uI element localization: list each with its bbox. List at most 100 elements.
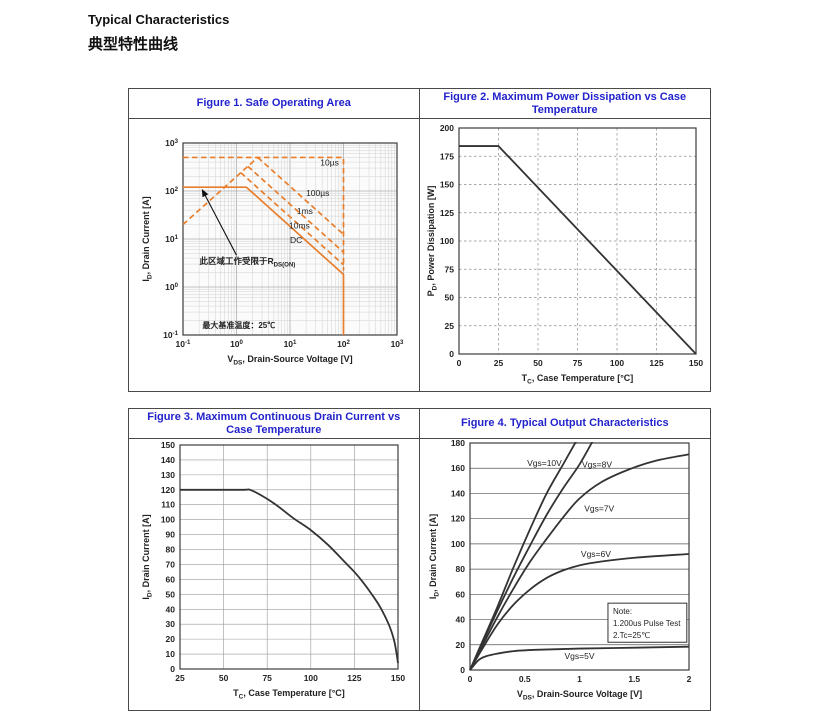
- svg-text:Vgs=6V: Vgs=6V: [580, 549, 610, 559]
- svg-text:200: 200: [439, 123, 453, 133]
- figure2-title: Figure 2. Maximum Power Dissipation vs C…: [419, 89, 710, 119]
- svg-text:100: 100: [165, 282, 178, 292]
- svg-text:40: 40: [455, 615, 465, 625]
- figure-grid-top: Figure 1. Safe Operating Area Figure 2. …: [128, 88, 711, 392]
- svg-text:70: 70: [166, 559, 176, 569]
- svg-text:50: 50: [444, 293, 454, 303]
- svg-text:120: 120: [450, 514, 464, 524]
- svg-text:90: 90: [166, 530, 176, 540]
- svg-text:125: 125: [439, 208, 453, 218]
- figure3-title: Figure 3. Maximum Continuous Drain Curre…: [129, 409, 420, 439]
- figure3-panel: 25 50 75 100 125 150 0 10 20 30 40 50 60 70 80 90 100 110…: [129, 439, 420, 710]
- svg-text:150: 150: [688, 358, 702, 368]
- section-title-zh: 典型特性曲线: [88, 36, 179, 53]
- svg-text:10-1: 10-1: [163, 330, 179, 340]
- svg-text:102: 102: [165, 186, 178, 196]
- svg-text:2.Tc=25℃: 2.Tc=25℃: [612, 631, 649, 640]
- svg-text:VDS, Drain-Source Voltage [V]: VDS, Drain-Source Voltage [V]: [227, 354, 352, 366]
- svg-text:100: 100: [439, 236, 453, 246]
- svg-text:Vgs=7V: Vgs=7V: [584, 504, 614, 514]
- svg-text:80: 80: [166, 545, 176, 555]
- svg-text:20: 20: [455, 640, 465, 650]
- svg-text:Note:: Note:: [612, 607, 631, 616]
- svg-text:10-1: 10-1: [176, 339, 192, 349]
- svg-text:60: 60: [455, 589, 465, 599]
- svg-text:80: 80: [455, 564, 465, 574]
- svg-text:75: 75: [572, 358, 582, 368]
- section-title-en: Typical Characteristics: [88, 12, 230, 27]
- svg-text:0: 0: [170, 664, 175, 674]
- figure1-soa-chart: 10-1 100 101 102 103 10-1 100 101 102 103 VDS, Dra…: [141, 138, 404, 367]
- svg-text:20: 20: [166, 634, 176, 644]
- svg-text:0: 0: [460, 665, 465, 675]
- figure3-drain-current-chart: 25 50 75 100 125 150 0 10 20 30 40 50 60 70 80 90 100 110…: [141, 440, 405, 700]
- svg-text:180: 180: [450, 439, 464, 448]
- svg-text:125: 125: [649, 358, 663, 368]
- svg-text:DC: DC: [290, 235, 302, 245]
- svg-text:150: 150: [391, 673, 405, 683]
- svg-text:150: 150: [439, 180, 453, 190]
- svg-text:101: 101: [284, 339, 297, 349]
- svg-text:120: 120: [161, 485, 175, 495]
- svg-text:Vgs=8V: Vgs=8V: [582, 459, 612, 469]
- svg-text:50: 50: [166, 589, 176, 599]
- svg-text:TC, Case Temperature [°C]: TC, Case Temperature [°C]: [233, 688, 345, 700]
- figure1-panel: 10-1 100 101 102 103 10-1 100 101 102 103 VDS, Dra…: [129, 119, 420, 391]
- svg-text:100µs: 100µs: [306, 188, 329, 198]
- svg-text:130: 130: [161, 470, 175, 480]
- figure2-panel: 0 25 50 75 100 125 150 0 25 50 75 100 125 150 175 200 TC…: [420, 119, 711, 391]
- svg-text:140: 140: [450, 488, 464, 498]
- figure4-panel: 0 0.5 1 1.5 2 0 20 40 60 80 100 120 140 160 180 VDS, Dr…: [420, 439, 711, 710]
- svg-text:100: 100: [161, 515, 175, 525]
- svg-text:110: 110: [161, 500, 175, 510]
- svg-text:0: 0: [456, 358, 461, 368]
- svg-text:TC, Case Temperature [°C]: TC, Case Temperature [°C]: [521, 373, 633, 385]
- svg-text:100: 100: [450, 539, 464, 549]
- svg-text:30: 30: [166, 619, 176, 629]
- svg-text:150: 150: [161, 440, 175, 450]
- svg-text:0: 0: [467, 674, 472, 684]
- svg-text:75: 75: [262, 673, 272, 683]
- svg-text:ID, Drain Current [A]: ID, Drain Current [A]: [141, 196, 153, 281]
- svg-text:75: 75: [444, 264, 454, 274]
- svg-text:VDS, Drain-Source Voltage [V]: VDS, Drain-Source Voltage [V]: [516, 689, 641, 701]
- svg-text:Vgs=5V: Vgs=5V: [564, 651, 594, 661]
- svg-text:ID, Drain Current [A]: ID, Drain Current [A]: [141, 514, 153, 599]
- svg-text:ID, Drain Current [A]: ID, Drain Current [A]: [428, 514, 440, 599]
- svg-text:0.5: 0.5: [518, 674, 530, 684]
- svg-text:60: 60: [166, 574, 176, 584]
- svg-text:102: 102: [337, 339, 350, 349]
- svg-text:175: 175: [439, 151, 453, 161]
- svg-text:10: 10: [166, 649, 176, 659]
- svg-text:25: 25: [175, 673, 185, 683]
- svg-text:160: 160: [450, 463, 464, 473]
- svg-text:100: 100: [304, 673, 318, 683]
- svg-text:40: 40: [166, 604, 176, 614]
- svg-text:125: 125: [347, 673, 361, 683]
- svg-text:140: 140: [161, 455, 175, 465]
- svg-text:此区域工作受限于RDS(ON): 此区域工作受限于RDS(ON): [199, 256, 295, 268]
- svg-text:103: 103: [391, 339, 404, 349]
- svg-text:50: 50: [219, 673, 229, 683]
- svg-text:101: 101: [165, 234, 178, 244]
- svg-text:PD, Power Dissipation [W]: PD, Power Dissipation [W]: [426, 186, 438, 297]
- figure2-power-dissipation-chart: 0 25 50 75 100 125 150 0 25 50 75 100 125 150 175 200 TC…: [426, 123, 703, 385]
- figure1-title: Figure 1. Safe Operating Area: [129, 89, 420, 119]
- svg-text:100: 100: [609, 358, 623, 368]
- svg-text:0: 0: [449, 349, 454, 359]
- svg-text:50: 50: [533, 358, 543, 368]
- svg-text:2: 2: [686, 674, 691, 684]
- svg-text:100: 100: [230, 339, 243, 349]
- svg-text:Vgs=10V: Vgs=10V: [527, 458, 562, 468]
- svg-text:10µs: 10µs: [320, 158, 339, 168]
- svg-text:1.5: 1.5: [628, 674, 640, 684]
- svg-text:10ms: 10ms: [289, 221, 310, 231]
- svg-text:1ms: 1ms: [297, 206, 313, 216]
- svg-text:25: 25: [444, 321, 454, 331]
- svg-text:1: 1: [577, 674, 582, 684]
- figure-grid-bottom: Figure 3. Maximum Continuous Drain Curre…: [128, 408, 711, 711]
- svg-text:103: 103: [165, 138, 178, 148]
- figure4-title: Figure 4. Typical Output Characteristics: [419, 409, 710, 439]
